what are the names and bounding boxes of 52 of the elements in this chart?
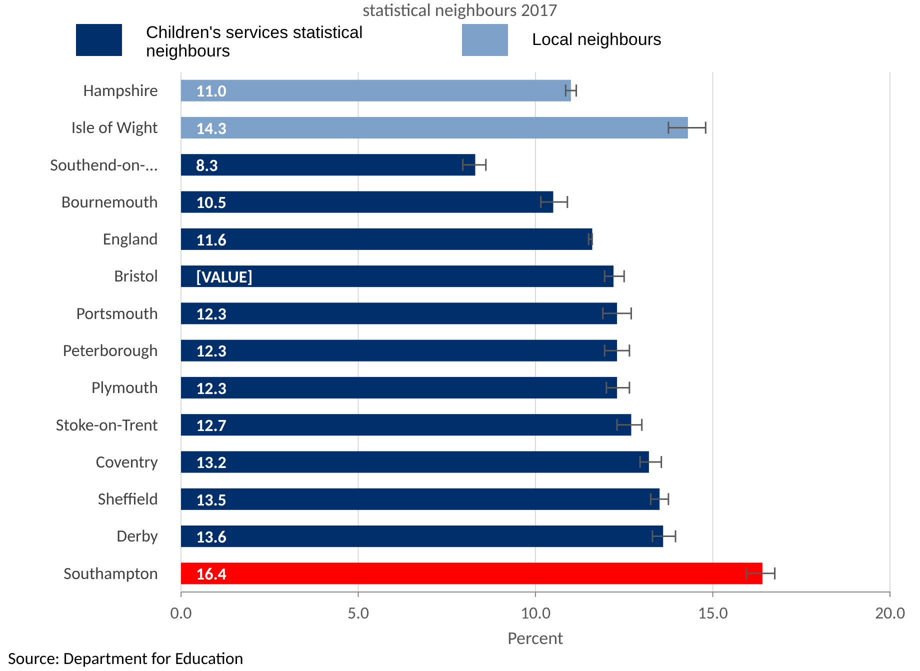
data-label: 11.0 [196,80,227,102]
x-tick-label: 15.0 [698,602,728,624]
data-label: 13.2 [196,452,227,474]
y-tick-label: Portsmouth [76,302,158,324]
bar [181,340,618,362]
y-tick-label: Derby [116,526,158,547]
x-tick-label: 0.0 [170,602,192,624]
y-tick-label: Hampshire [83,80,158,102]
x-tick-label: 5.0 [347,602,370,624]
bar [181,302,618,324]
bar [181,154,476,176]
bar [181,526,664,548]
y-tick-label: England [102,228,158,250]
chart-title: statistical neighbours 2017 [362,0,558,21]
bar [181,266,614,288]
y-tick-label: Sheffield [98,488,158,510]
bar [181,376,618,398]
legend-label: Local neighbours [532,30,662,49]
data-label: 11.6 [196,229,227,250]
bar [181,80,571,102]
data-label: 12.3 [196,304,227,325]
legend-label: Children's services statistical neighbours [146,23,363,61]
data-label: 8.3 [196,154,218,176]
x-axis-title: Percent [508,627,564,649]
y-tick-label: Bristol [114,266,158,287]
data-label: 10.5 [196,192,226,214]
y-tick-label: Coventry [96,451,158,472]
x-tick-label: 20.0 [874,602,906,624]
x-tick-label: 10.0 [520,602,551,624]
bar [181,414,632,436]
source-note: Source: Department for Education [8,648,244,669]
y-tick-label: Plymouth [92,377,158,398]
bar [181,451,649,473]
bar [181,488,660,510]
y-tick-label: Stoke-on-Trent [56,414,158,436]
y-tick-label: Isle of Wight [71,117,158,138]
y-tick-label: Bournemouth [61,191,158,212]
bar [181,228,592,250]
y-tick-label: Southend-on-... [50,154,158,176]
data-label: 13.5 [196,489,226,510]
data-label: 12.7 [196,414,227,436]
y-tick-label: Southampton [64,562,158,584]
bar [181,116,688,138]
data-label: 12.3 [196,340,227,362]
bar [181,191,554,213]
data-label: 16.4 [196,564,227,585]
y-tick-label: Peterborough [62,340,158,362]
data-label: 12.3 [196,378,227,399]
data-label: 14.3 [196,118,227,139]
data-label: [VALUE] [196,266,253,288]
data-label: 13.6 [196,526,227,548]
bar [181,562,762,584]
